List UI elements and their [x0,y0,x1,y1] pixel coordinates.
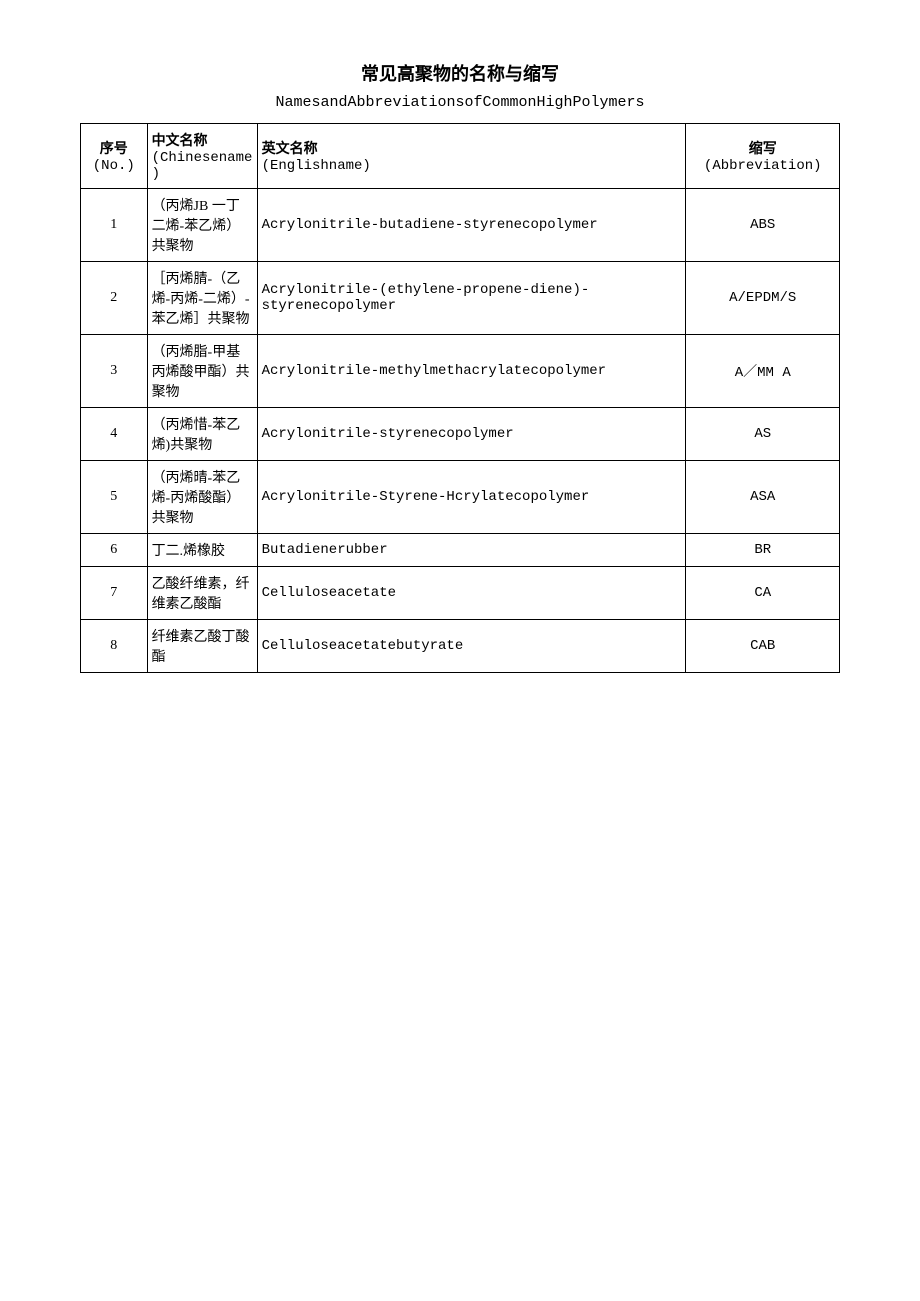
cell-english: Acrylonitrile-(ethylene-propene-diene)-s… [257,262,686,335]
cell-abbr: AS [686,408,840,461]
cell-chinese: 纤维素乙酸丁酸酯 [147,620,257,673]
page-subtitle: NamesandAbbreviationsofCommonHighPolymer… [80,94,840,111]
header-cn-en: (Chinesename) [152,150,253,182]
cell-chinese: （丙烯脂-甲基丙烯酸甲酯）共聚物 [147,335,257,408]
cell-abbr: BR [686,534,840,567]
cell-no: 1 [81,189,148,262]
cell-no: 2 [81,262,148,335]
cell-no: 4 [81,408,148,461]
header-english: 英文名称 (Englishname) [257,124,686,189]
cell-chinese: （丙烯JB 一丁二烯-苯乙烯）共聚物 [147,189,257,262]
header-chinese: 中文名称 (Chinesename) [147,124,257,189]
table-row: 3（丙烯脂-甲基丙烯酸甲酯）共聚物Acrylonitrile-methylmet… [81,335,840,408]
cell-chinese: （丙烯惜-苯乙烯)共聚物 [147,408,257,461]
cell-abbr: ABS [686,189,840,262]
header-en-cn: 英文名称 [262,142,318,158]
cell-english: Acrylonitrile-styrenecopolymer [257,408,686,461]
page-title: 常见高聚物的名称与缩写 [80,60,840,86]
table-row: 2［丙烯腈-（乙烯-丙烯-二烯）-苯乙烯］共聚物Acrylonitrile-(e… [81,262,840,335]
cell-no: 5 [81,461,148,534]
cell-english: Acrylonitrile-methylmethacrylatecopolyme… [257,335,686,408]
header-no-en: (No.) [85,158,143,174]
header-abbr: 缩写 (Abbreviation) [686,124,840,189]
header-abbr-en: (Abbreviation) [690,158,835,174]
cell-abbr: ASA [686,461,840,534]
cell-chinese: 乙酸纤维素，纤维素乙酸酯 [147,567,257,620]
cell-abbr: A/EPDM/S [686,262,840,335]
cell-english: Acrylonitrile-Styrene-Hcrylatecopolymer [257,461,686,534]
header-cn-cn: 中文名称 [152,134,208,149]
polymer-table: 序号 (No.) 中文名称 (Chinesename) 英文名称 (Englis… [80,123,840,673]
header-no-cn: 序号 [100,142,128,157]
cell-english: Celluloseacetate [257,567,686,620]
cell-no: 7 [81,567,148,620]
header-no: 序号 (No.) [81,124,148,189]
header-en-en: (Englishname) [262,158,682,174]
cell-english: Acrylonitrile-butadiene-styrenecopolymer [257,189,686,262]
table-row: 4（丙烯惜-苯乙烯)共聚物Acrylonitrile-styrenecopoly… [81,408,840,461]
cell-chinese: （丙烯晴-苯乙烯-丙烯酸酯）共聚物 [147,461,257,534]
table-row: 8纤维素乙酸丁酸酯CelluloseacetatebutyrateCAB [81,620,840,673]
table-row: 6丁二.烯橡胶ButadienerubberBR [81,534,840,567]
cell-no: 8 [81,620,148,673]
table-row: 5（丙烯晴-苯乙烯-丙烯酸酯）共聚物Acrylonitrile-Styrene-… [81,461,840,534]
cell-abbr: CAB [686,620,840,673]
table-row: 7乙酸纤维素，纤维素乙酸酯CelluloseacetateCA [81,567,840,620]
cell-no: 3 [81,335,148,408]
table-row: 1（丙烯JB 一丁二烯-苯乙烯）共聚物Acrylonitrile-butadie… [81,189,840,262]
table-body: 1（丙烯JB 一丁二烯-苯乙烯）共聚物Acrylonitrile-butadie… [81,189,840,673]
cell-chinese: ［丙烯腈-（乙烯-丙烯-二烯）-苯乙烯］共聚物 [147,262,257,335]
table-header-row: 序号 (No.) 中文名称 (Chinesename) 英文名称 (Englis… [81,124,840,189]
cell-english: Celluloseacetatebutyrate [257,620,686,673]
cell-no: 6 [81,534,148,567]
cell-english: Butadienerubber [257,534,686,567]
cell-abbr: CA [686,567,840,620]
header-abbr-cn: 缩写 [749,142,777,158]
cell-chinese: 丁二.烯橡胶 [147,534,257,567]
cell-abbr: A／MM A [686,335,840,408]
